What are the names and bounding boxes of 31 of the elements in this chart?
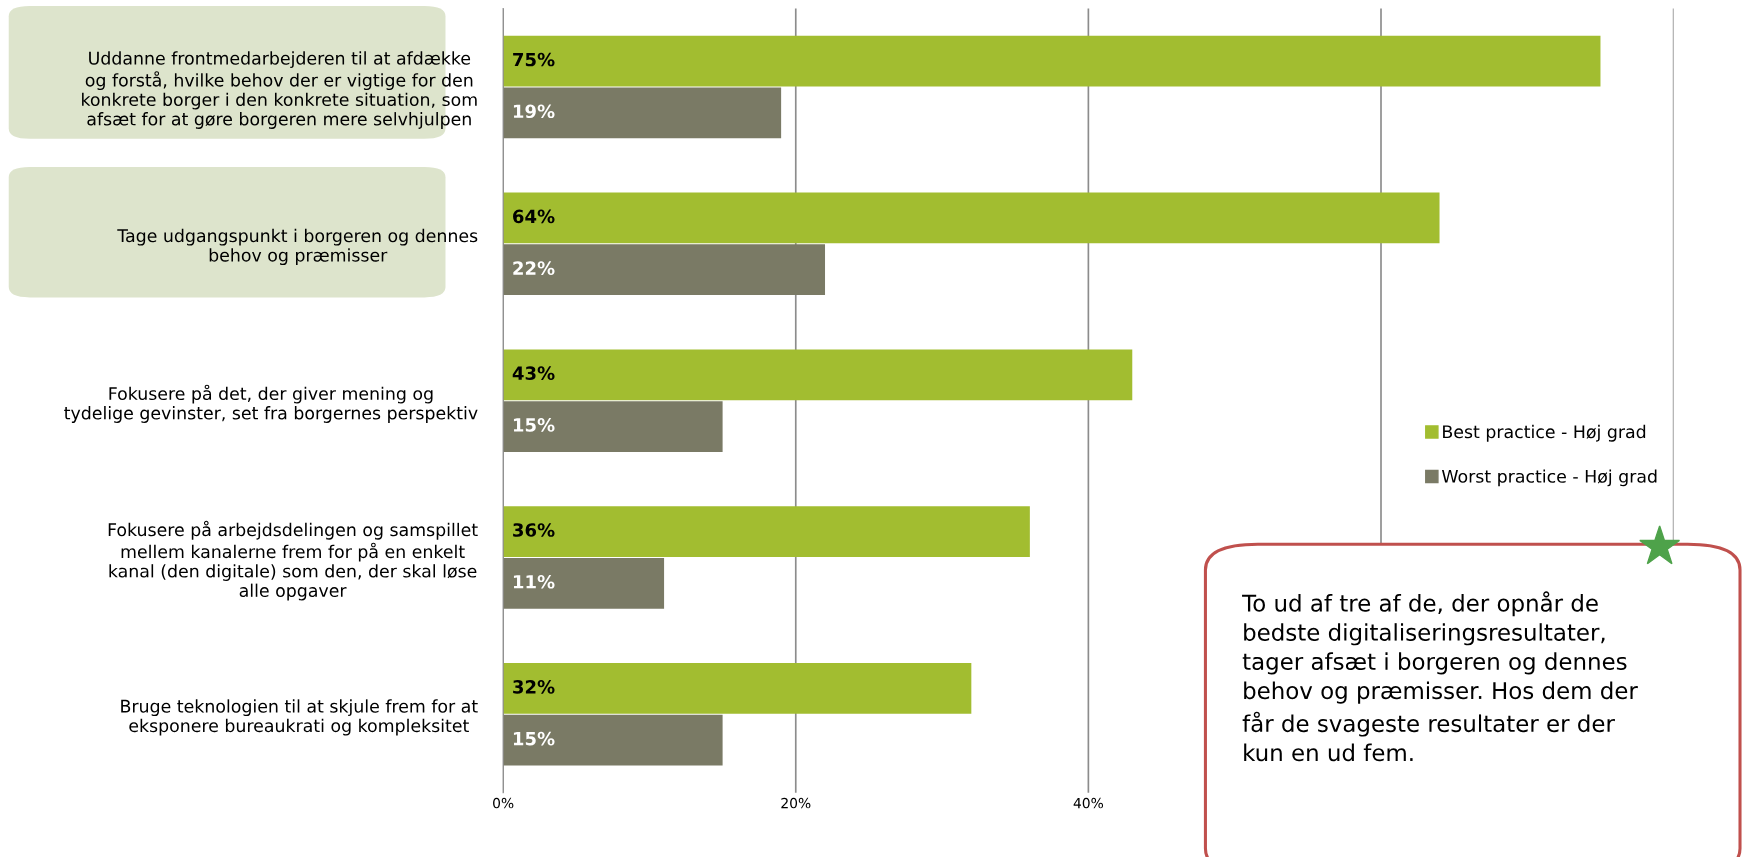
data-label: 64%	[513, 209, 555, 224]
data-label: 15%	[513, 418, 555, 432]
data-label: 22%	[513, 261, 555, 275]
legend-label: Worst practice - Høj grad	[1441, 469, 1657, 487]
bar	[503, 401, 723, 452]
bar	[503, 244, 826, 296]
x-tick-label: 20%	[781, 797, 811, 809]
data-label: 11%	[513, 574, 555, 589]
y-tick-label: Uddanne frontmedarbejderen til at afdække og forstå, hvilke behov der er vigtige for den konkrete borger i den konkrete situation, som afsæt for at gøre borgeren mere selvhjulpen	[82, 51, 477, 129]
annotation: To ud af tre af de, der opnår de bedste digitaliseringsresultater, tager afsæt i borgeren og dennes behov og præmisser. Hos dem der får de svageste resultater er der kun en ud fem.	[1242, 591, 1638, 762]
bar	[503, 663, 972, 714]
y-tick-label: Tage udgangspunkt i borgeren og dennes behov og præmisser	[117, 228, 478, 266]
bar	[503, 35, 1601, 87]
bar	[503, 192, 1440, 244]
x-tick-label: 40%	[1073, 797, 1104, 809]
data-label: 15%	[513, 731, 555, 746]
bar	[503, 87, 782, 139]
data-label: 36%	[513, 523, 555, 537]
y-tick-label: Fokusere på det, der giver mening og tydelige gevinster, set fra borgernes perspektiv	[64, 384, 478, 423]
data-label: 19%	[513, 104, 555, 119]
data-label: 75%	[513, 52, 555, 67]
bar	[503, 506, 1030, 557]
x-tick-label: 0%	[493, 797, 514, 809]
data-label: 32%	[513, 680, 555, 694]
y-tick-label: Fokusere på arbejdsdelingen og samspillet mellem kanalerne frem for på en enkelt kanal (den digitale) som den, der skal løse alle opgaver	[108, 520, 478, 601]
legend-label: Best practice - Høj grad	[1443, 424, 1646, 442]
y-tick-label: Bruge teknologien til at skjule frem for at eksponere bureaukrati og kompleksitet	[121, 699, 478, 736]
data-label: 43%	[512, 366, 555, 381]
bar	[503, 714, 723, 766]
bar	[503, 558, 665, 609]
bar	[503, 349, 1133, 401]
